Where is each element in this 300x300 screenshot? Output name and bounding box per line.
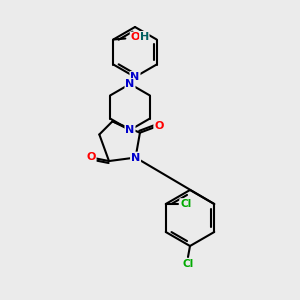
Text: N: N (131, 153, 140, 163)
Text: O: O (131, 32, 140, 43)
Text: N: N (125, 125, 135, 135)
Text: N: N (125, 79, 135, 89)
Text: O: O (154, 121, 164, 131)
Text: H: H (140, 32, 149, 41)
Text: Cl: Cl (180, 199, 191, 209)
Text: N: N (130, 72, 140, 82)
Text: O: O (86, 152, 96, 162)
Text: Cl: Cl (182, 259, 194, 269)
